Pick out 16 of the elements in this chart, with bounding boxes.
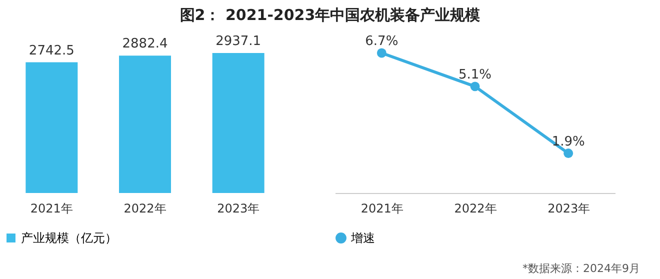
data-label: 1.9% — [552, 134, 585, 150]
x-tick-label: 2023年 — [217, 202, 260, 216]
x-tick-label: 2023年 — [548, 202, 590, 216]
legend-label: 产业规模（亿元） — [21, 231, 117, 245]
x-tick-label: 2022年 — [124, 202, 166, 216]
text: *数据来源：2024年9月 — [522, 261, 640, 276]
x-tick-label: 2021年 — [30, 202, 73, 216]
text: 图2： 2021-2023年中国农机装备产业规模 — [178, 5, 482, 26]
x-tick-label: 2022年 — [454, 202, 497, 216]
data-label: 5.1% — [458, 67, 492, 82]
data-label: 2742.5 — [28, 43, 74, 58]
data-label: 6.7% — [365, 34, 398, 49]
x-tick-label: 2021年 — [360, 202, 404, 216]
data-label: 2882.4 — [122, 36, 168, 52]
data-label: 2937.1 — [216, 34, 262, 49]
legend-label: 增速 — [350, 231, 375, 245]
